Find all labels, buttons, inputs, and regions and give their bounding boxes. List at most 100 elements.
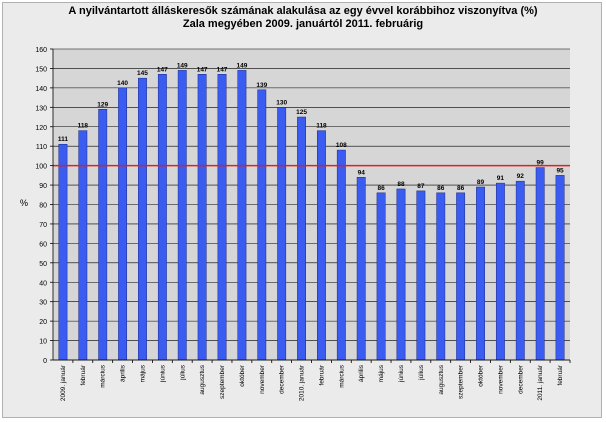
bar [436, 192, 446, 361]
data-label: 118 [78, 123, 89, 130]
bar [555, 175, 565, 361]
x-tick-label: december [517, 364, 524, 394]
bars [58, 70, 565, 361]
x-tick-label: 2011. január [537, 364, 544, 400]
y-tick-label: 90 [39, 183, 47, 190]
y-tick-label: 100 [35, 164, 47, 171]
data-label: 139 [256, 82, 267, 89]
data-label: 130 [276, 99, 287, 106]
x-tick-label: október [239, 364, 246, 387]
chart-title: A nyilvántartott álláskeresők számának a… [68, 5, 538, 17]
data-label: 147 [157, 66, 168, 73]
x-tick-label: június [159, 364, 166, 383]
data-label: 147 [217, 66, 228, 73]
y-tick-label: 60 [39, 241, 47, 248]
x-axis: 2009. január február március április május jú… [53, 359, 571, 401]
bar [476, 186, 485, 361]
y-tick-label: 120 [35, 125, 47, 132]
x-tick-label: február [318, 364, 325, 385]
bar [336, 149, 346, 361]
data-label: 140 [117, 80, 128, 87]
bar [515, 180, 525, 361]
x-tick-label: december [279, 364, 286, 394]
y-tick-label: 0 [43, 358, 47, 365]
data-label: 129 [97, 101, 108, 108]
data-labels: 111 118 129 140 145 147 149 147 147 149 139 130 125 1… [58, 62, 564, 191]
data-label: 86 [437, 185, 445, 192]
data-label: 92 [517, 173, 525, 180]
y-tick-label: 130 [35, 105, 47, 112]
y-tick-label: 160 [35, 47, 47, 54]
bar [138, 77, 147, 361]
bar [197, 74, 207, 361]
x-tick-label: november [259, 364, 266, 394]
y-tick-label: 80 [39, 203, 47, 210]
data-label: 147 [197, 66, 208, 73]
data-label: 94 [358, 169, 366, 176]
x-tick-label: április [358, 364, 365, 382]
data-label: 95 [556, 167, 564, 174]
x-tick-label: november [497, 364, 504, 394]
bar [177, 70, 187, 361]
bar [396, 188, 406, 361]
data-label: 88 [397, 181, 405, 188]
bar [376, 192, 386, 361]
bar [535, 167, 545, 361]
data-label: 111 [58, 136, 69, 143]
x-tick-label: május [139, 364, 146, 382]
data-label: 91 [497, 175, 505, 182]
bar [217, 74, 227, 361]
bar [237, 70, 247, 361]
bar [456, 192, 466, 361]
x-tick-label: augusztus [438, 364, 445, 394]
bar [297, 116, 306, 361]
x-tick-label: szeptember [458, 364, 465, 399]
y-tick-label: 20 [39, 319, 47, 326]
x-tick-label: március [100, 364, 107, 388]
x-tick-label: február [80, 364, 87, 385]
x-tick-label: július [418, 364, 425, 381]
data-label: 149 [236, 62, 247, 69]
data-label: 125 [296, 109, 307, 116]
x-tick-label: március [338, 364, 345, 388]
y-tick-label: 50 [39, 261, 47, 268]
x-tick-label: 2009. január [60, 364, 67, 401]
x-tick-label: október [478, 364, 485, 387]
y-axis-label: % [20, 198, 28, 208]
x-tick-label: június [398, 364, 405, 383]
y-tick-label: 140 [35, 86, 47, 93]
bar [277, 107, 287, 361]
bar [58, 143, 68, 361]
y-tick-label: 40 [39, 280, 47, 287]
x-tick-label: augusztus [199, 364, 206, 394]
data-label: 118 [316, 123, 327, 130]
x-tick-label: május [378, 364, 385, 382]
x-tick-label: február [557, 364, 564, 385]
bar [416, 190, 426, 361]
bar [98, 109, 108, 361]
bar [257, 89, 267, 361]
bar [157, 74, 167, 361]
x-tick-label: április [120, 364, 127, 382]
y-tick-label: 10 [39, 339, 47, 346]
data-label: 99 [537, 160, 545, 167]
chart-title-block: A nyilvántartott álláskeresők számának a… [0, 5, 606, 31]
y-tick-label: 30 [39, 300, 47, 307]
x-tick-label: július [179, 364, 186, 381]
data-label: 145 [137, 70, 148, 77]
data-label: 149 [177, 62, 188, 69]
y-tick-label: 70 [39, 222, 47, 229]
bar [118, 87, 128, 361]
y-tick-label: 150 [35, 66, 47, 73]
x-tick-label: 2010. január [299, 364, 306, 401]
bar [356, 177, 366, 361]
data-label: 89 [477, 179, 485, 186]
chart-subtitle: Zala megyében 2009. januártól 2011. febr… [182, 18, 424, 30]
data-label: 87 [417, 183, 425, 190]
y-tick-label: 110 [36, 144, 47, 151]
x-tick-label: szeptember [219, 364, 226, 399]
data-label: 86 [457, 185, 465, 192]
data-label: 86 [377, 185, 385, 192]
data-label: 108 [336, 142, 347, 149]
